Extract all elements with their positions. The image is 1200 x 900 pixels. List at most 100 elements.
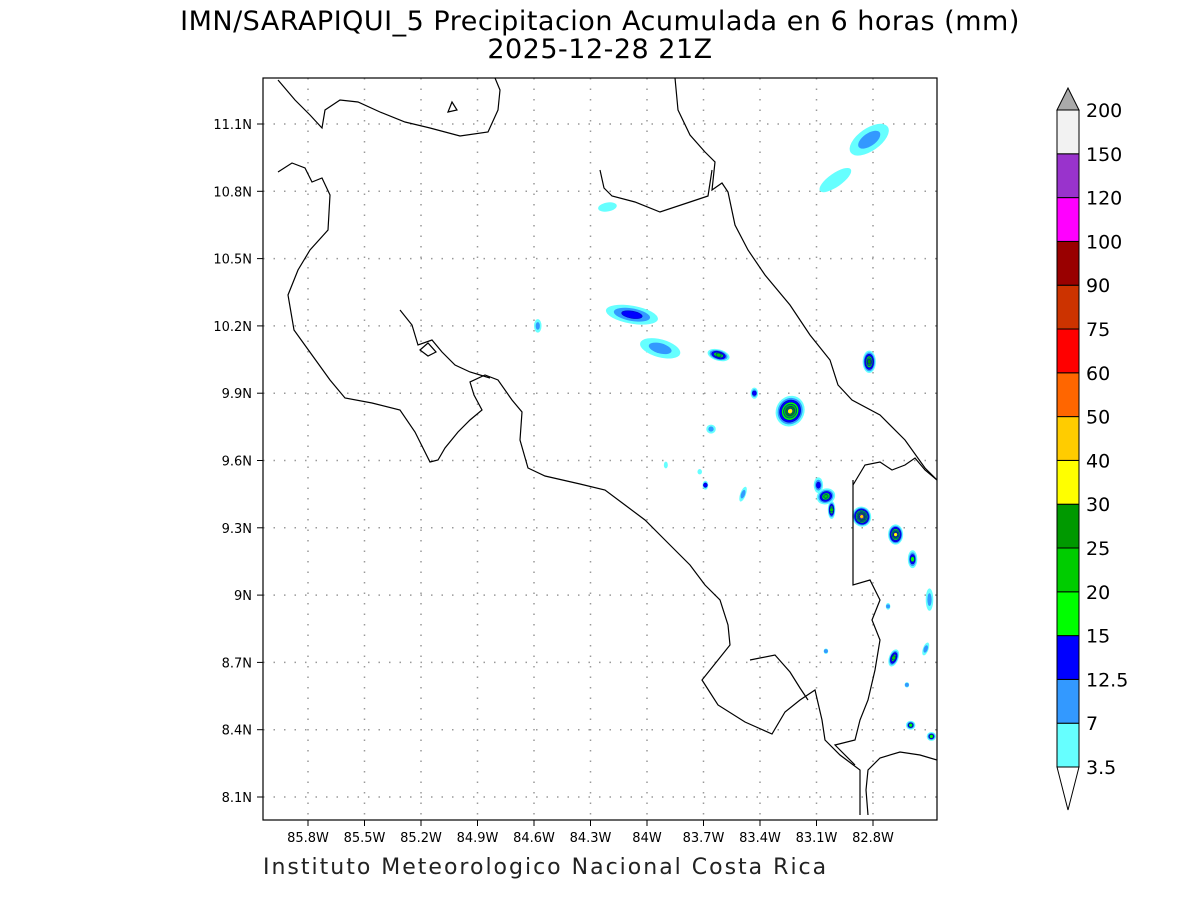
colorbar-swatch [1056,503,1080,549]
x-tick-label: 84.9W [457,831,499,846]
precip-cell [907,550,918,569]
caribbean-coast [674,78,937,481]
island [447,100,458,113]
x-tick-label: 85.2W [400,831,442,846]
precip-cell [598,202,617,212]
colorbar-swatch [1056,240,1080,286]
precip-contour-7 [904,682,909,687]
y-tick-label: 8.7N [222,656,252,671]
colorbar-label: 20 [1086,582,1110,604]
colorbar-label: 100 [1086,231,1122,253]
x-tick-label: 84.6W [513,831,555,846]
y-tick-label: 10.5N [213,253,252,268]
precip-cell [823,648,829,654]
precip-contour-7 [823,649,828,654]
colorbar-label: 120 [1086,188,1122,210]
precip-cell [885,602,891,610]
colorbar-swatch [1056,328,1080,374]
precip-cell [925,588,934,611]
precip-contour-20 [829,507,834,513]
y-tick-label: 9.9N [222,387,252,402]
precip-cell [852,506,872,527]
colorbar-swatch [1056,459,1080,505]
colorbar-swatch [1056,284,1080,330]
colorbar: 3.5 7 12.5 15 20 25 30 40 50 60 75 90 100 120 150 200 [1056,86,1128,811]
x-tick-label: 85.8W [287,831,329,846]
precip-contour-7 [858,130,881,149]
bocas-coast [852,457,937,486]
colorbar-label: 90 [1086,275,1110,297]
precip-contour-7 [708,426,714,432]
colorbar-label: 3.5 [1086,757,1116,779]
precip-contour-20 [891,655,897,661]
colorbar-below-triangle [1056,766,1080,811]
precip-cell [813,477,824,494]
x-tick-label: 85.5W [344,831,386,846]
colorbar-label: 15 [1086,626,1110,648]
precip-contour-20 [823,494,829,499]
colorbar-label: 60 [1086,363,1110,385]
burica-coast [865,751,937,816]
colorbar-swatch [1056,722,1080,768]
precip-cell [605,304,658,325]
precip-contour-7 [923,645,929,653]
cr-nicaragua-border [599,169,713,213]
footer-credit: Instituto Meteorologico Nacional Costa R… [263,855,829,880]
y-tick-label: 10.8N [213,185,252,200]
precip-cell [827,500,836,519]
x-tick-label: 82.8W [852,831,894,846]
chart-title: IMN/SARAPIQUI_5 Precipitacion Acumulada … [180,6,1020,37]
coastlines [277,78,937,816]
precip-contour-15 [910,556,915,563]
pacific-coast [277,162,861,815]
colorbar-label: 200 [1086,100,1122,122]
precip-contour-7 [927,593,932,606]
chira-island [419,342,437,357]
precip-contour-7 [648,342,672,355]
precip-cell [905,720,916,730]
x-tick-label: 84.3W [570,831,612,846]
precip-contour-25 [866,359,872,365]
y-tick-label: 10.2N [213,320,252,335]
grid-lines [263,78,937,820]
precip-cell [697,469,702,475]
precip-cell [926,731,937,741]
colorbar-label: 25 [1086,538,1110,560]
y-tick-label: 9N [234,589,252,604]
colorbar-swatch [1056,197,1080,242]
y-tick-label: 11.1N [213,118,252,133]
precip-contour-12.5 [752,390,757,396]
colorbar-swatch [1056,591,1080,637]
colorbar-above-triangle [1056,86,1080,111]
colorbar-swatch [1056,109,1080,155]
precip-cell [862,350,876,374]
precip-cell [922,642,930,656]
chart-subtitle: 2025-12-28 21Z [487,34,713,65]
precip-cell [904,682,910,688]
precip-cell [750,387,759,399]
precip-contour-12.5 [621,310,643,319]
plot-frame [262,77,938,821]
precip-cell [739,486,747,502]
y-tick-label: 9.3N [222,522,252,537]
y-tick-label: 8.1N [222,791,252,806]
cr-panama-border [833,480,881,766]
precip-cell [702,480,709,490]
colorbar-swatch [1056,678,1080,724]
precip-contour-7 [740,489,746,499]
colorbar-label: 30 [1086,494,1110,516]
precip-cell [816,488,836,505]
colorbar-swatch [1056,372,1080,418]
colorbar-swatch [1056,635,1080,680]
colorbar-label: 40 [1086,450,1110,472]
precip-contour-3.5 [697,469,702,475]
precip-contour-40 [859,514,865,519]
x-tick-label: 84W [632,831,662,846]
colorbar-label: 50 [1086,407,1110,429]
precip-cell [775,395,805,427]
nicoya-gulf-coast [399,309,491,379]
precip-cell [640,338,681,359]
precip-contour-12.5 [703,482,708,488]
